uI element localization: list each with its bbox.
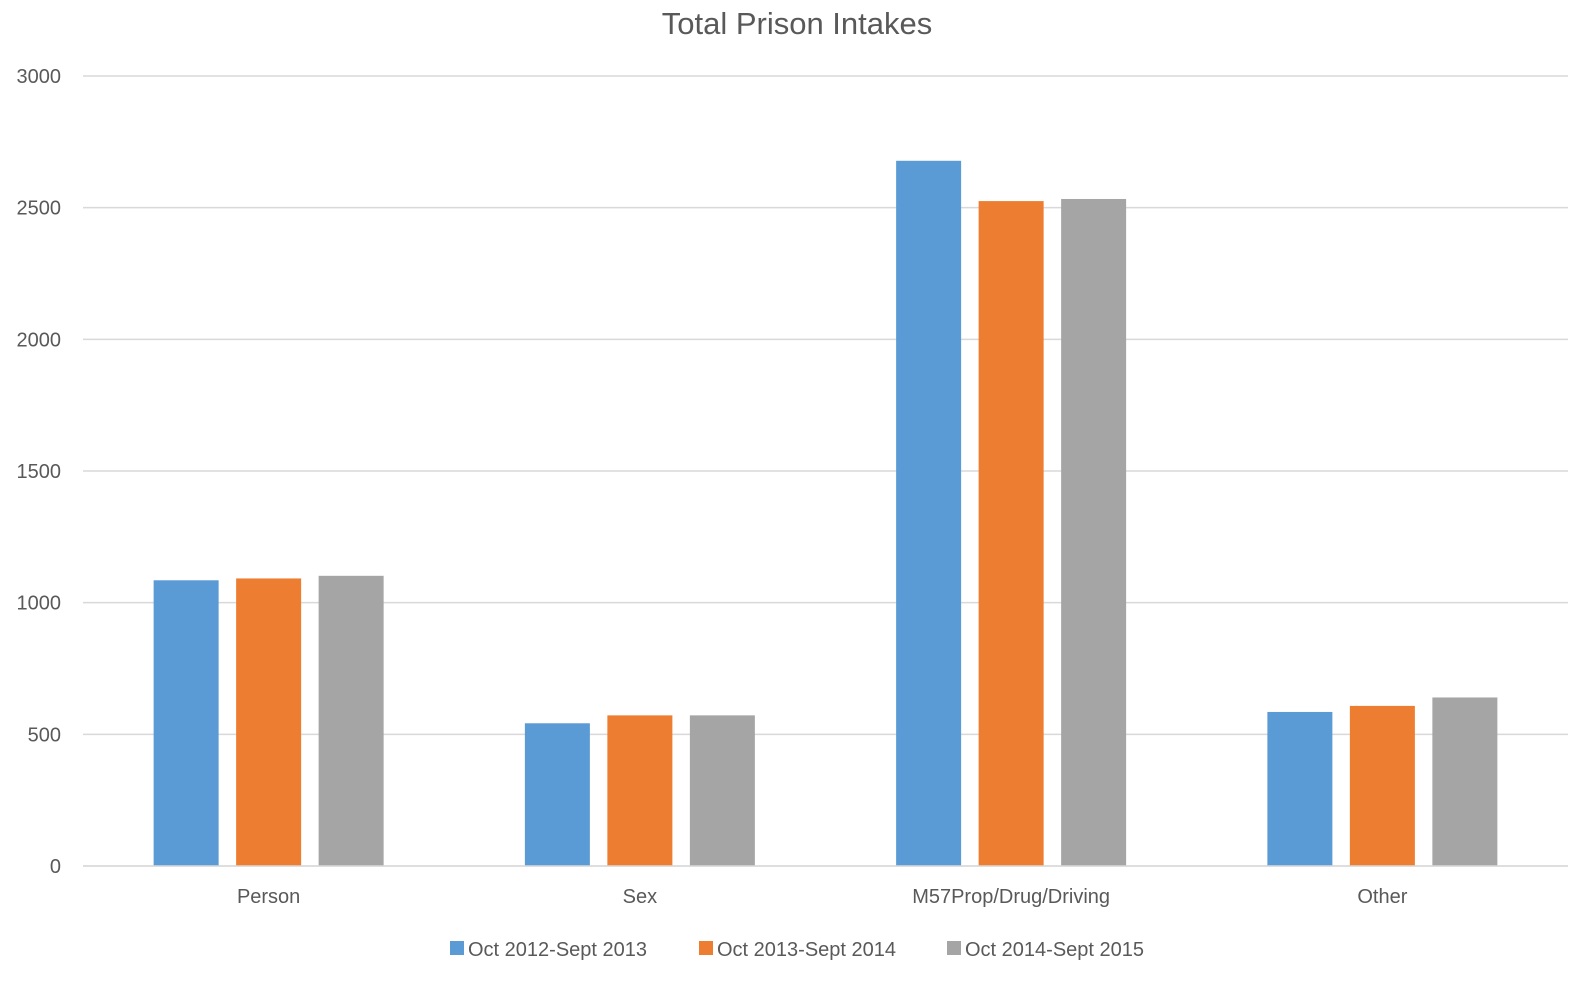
legend-swatch [947, 941, 961, 955]
legend-label: Oct 2014-Sept 2015 [965, 939, 1144, 961]
y-tick-label: 3000 [17, 66, 62, 88]
y-tick-label: 2500 [17, 198, 62, 220]
bars [83, 160, 1568, 867]
x-tick-label: M57Prop/Drug/Driving [912, 886, 1110, 908]
legend-label: Oct 2013-Sept 2014 [717, 939, 896, 961]
bar [153, 580, 219, 866]
legend: Oct 2012-Sept 2013 Oct 2013-Sept 2014 Oct … [450, 939, 1144, 961]
bar [1349, 705, 1415, 866]
x-tick-label: Sex [623, 886, 657, 908]
bar [318, 575, 384, 866]
bar [607, 715, 673, 866]
bar [978, 201, 1044, 867]
y-axis-ticks: 0 500 1000 1500 2000 2500 3000 [17, 66, 62, 878]
bar [524, 723, 590, 866]
bar [1432, 697, 1498, 866]
chart-title: Total Prison Intakes [662, 6, 933, 41]
x-tick-label: Other [1357, 886, 1407, 908]
bar [896, 160, 962, 866]
bar [1061, 198, 1127, 866]
bar [689, 715, 755, 866]
y-tick-label: 0 [50, 856, 61, 878]
x-axis-ticks: Person Sex M57Prop/Drug/Driving Other [237, 886, 1408, 908]
y-tick-label: 1500 [17, 461, 62, 483]
legend-label: Oct 2012-Sept 2013 [468, 939, 647, 961]
bar [236, 578, 302, 866]
gridlines [83, 75, 1568, 867]
bar [1267, 711, 1333, 866]
legend-swatch [699, 941, 713, 955]
legend-swatch [450, 941, 464, 955]
x-tick-label: Person [237, 886, 300, 908]
y-tick-label: 2000 [17, 329, 62, 351]
y-tick-label: 500 [28, 724, 61, 746]
y-tick-label: 1000 [17, 593, 62, 615]
